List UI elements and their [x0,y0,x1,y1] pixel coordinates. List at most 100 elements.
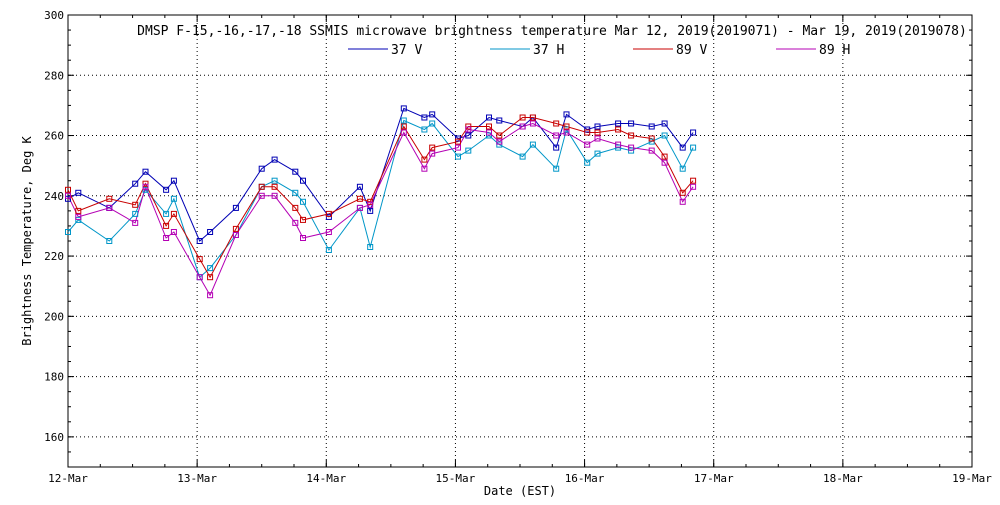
data-point [615,141,622,148]
data-point [325,229,332,235]
data-point [196,256,203,263]
data-point [421,165,428,172]
data-point [496,132,503,139]
data-point [207,292,214,299]
plot-area [67,14,973,468]
y-tick-label: 200 [44,310,64,323]
data-point [300,198,306,205]
data-point [75,207,82,214]
data-point [690,129,697,136]
data-point [429,150,436,157]
data-point [584,129,591,136]
data-point [648,135,655,142]
series-line-37-v [67,107,694,242]
data-point [486,114,492,121]
data-point [65,229,71,235]
data-point [106,238,113,244]
data-point [207,274,214,281]
data-point [648,123,655,130]
y-tick-label: 180 [44,371,64,384]
y-tick-label: 280 [44,69,64,82]
data-point [65,192,71,199]
x-tick-label: 18-Mar [823,472,863,485]
y-tick-label: 260 [44,130,64,143]
data-point [207,229,214,235]
x-tick-label: 12-Mar [48,472,88,485]
data-point [367,244,374,250]
data-point [679,144,686,151]
data-point [690,183,697,190]
data-point [271,156,278,163]
data-point [258,183,265,190]
data-point [519,153,526,160]
data-point [628,132,635,139]
x-tick-label: 17-Mar [694,472,734,485]
data-point [163,210,170,217]
data-point [455,135,461,142]
data-point [132,210,139,217]
data-point [75,213,82,220]
legend-label: 89 V [676,43,707,58]
data-point [400,117,407,124]
data-point [232,225,239,232]
data-point [661,153,668,160]
data-point [258,165,265,172]
data-point [529,114,536,121]
data-point [400,129,407,136]
data-point [553,144,560,151]
data-point [196,238,203,244]
series-line-89-h [67,122,694,297]
data-point [563,111,570,118]
data-point [648,138,655,145]
data-point [300,216,306,223]
data-point [325,210,332,217]
x-tick-label: 19-Mar [952,472,992,485]
data-point [661,159,668,166]
axis-ticks: 160 180 200 220 240 260 280 300 12-Mar 13-Mar 14-M… [44,9,992,485]
data-point [170,195,177,202]
data-point [400,123,407,130]
data-point [563,129,570,136]
data-point [325,247,332,253]
data-point [455,138,461,145]
data-point [594,129,601,136]
data-point [496,138,503,145]
data-point [292,219,299,226]
legend-label: 37 H [533,43,564,58]
data-point [292,204,299,211]
data-point [615,126,622,133]
data-point [142,168,149,175]
data-point [421,126,428,133]
data-point [584,159,591,166]
data-point [292,189,299,196]
data-point [465,126,472,133]
x-tick-label: 15-Mar [436,472,476,485]
data-point [648,147,655,154]
y-axis-title: Brightness Temperature, Deg K [20,135,34,345]
data-point [75,189,82,196]
y-tick-label: 160 [44,431,64,444]
y-tick-label: 240 [44,190,64,203]
data-point [679,189,686,196]
data-point [690,144,697,151]
data-point [356,204,363,211]
y-tick-label: 220 [44,250,64,263]
data-point [292,168,299,175]
x-tick-label: 16-Mar [565,472,605,485]
data-point [429,144,436,151]
data-point [232,232,239,238]
data-point [271,177,278,184]
data-point [356,195,363,202]
data-point [163,235,170,241]
data-point [628,144,635,151]
data-point [356,183,363,190]
data-point [465,132,472,139]
data-point [584,141,591,148]
data-point [196,274,203,281]
data-point [679,198,686,205]
data-point [132,180,139,187]
data-point [400,105,407,112]
data-point [258,192,265,199]
